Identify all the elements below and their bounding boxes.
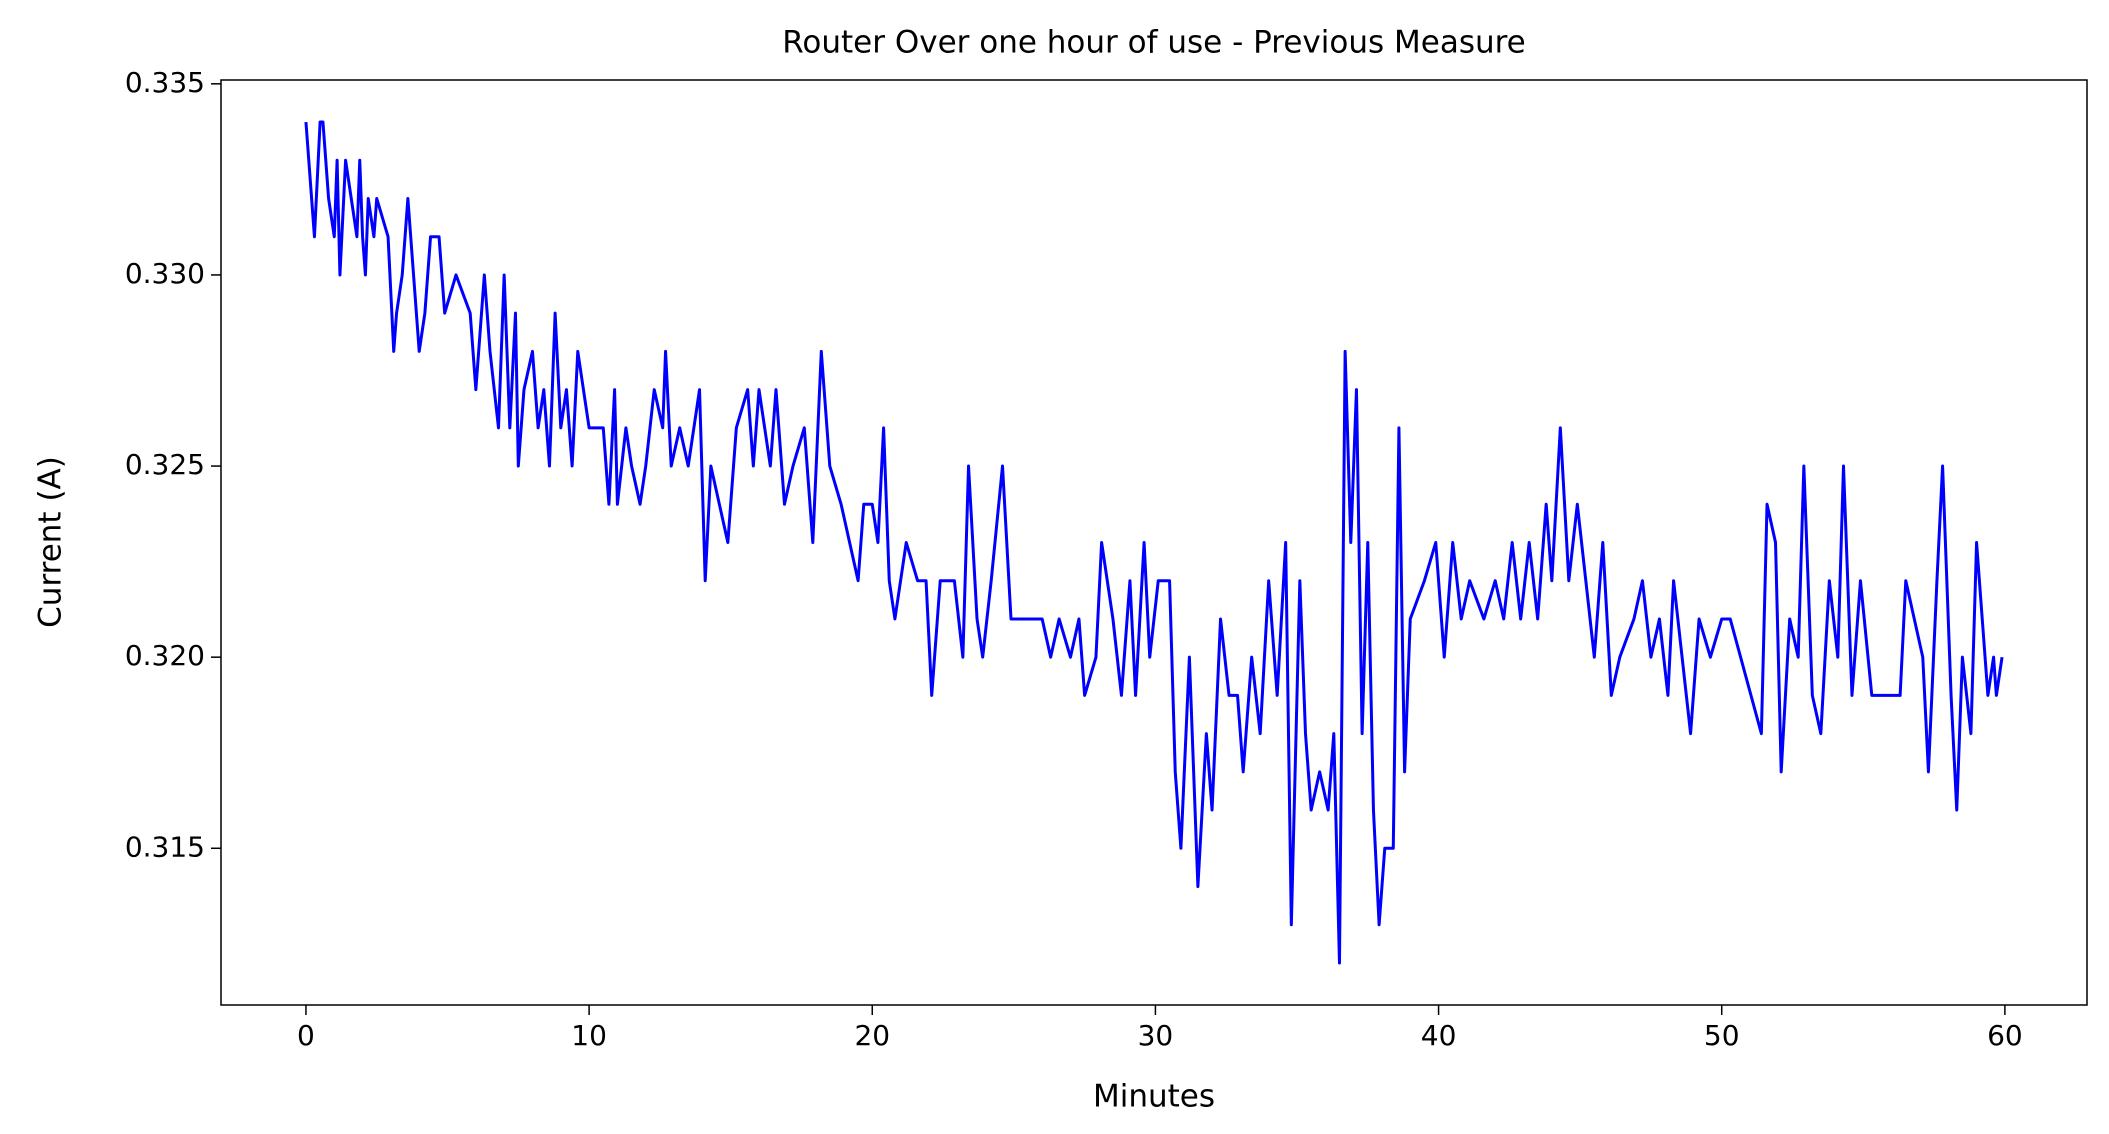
plot-frame <box>220 79 2088 1006</box>
y-tick-label: 0.330 <box>125 257 205 290</box>
y-axis-label: Current (A) <box>33 456 69 628</box>
x-tick-label: 40 <box>1421 1019 1457 1052</box>
y-tick-label: 0.320 <box>125 639 205 672</box>
x-tick-label: 60 <box>1987 1019 2023 1052</box>
y-tick-label: 0.315 <box>125 830 205 863</box>
x-tick-label: 0 <box>297 1019 315 1052</box>
x-axis-label: Minutes <box>1093 1079 1215 1115</box>
chart-title: Router Over one hour of use - Previous M… <box>782 25 1526 61</box>
y-tick-label: 0.325 <box>125 448 205 481</box>
x-tick-label: 20 <box>854 1019 890 1052</box>
data-line <box>304 120 2004 965</box>
y-tick-label: 0.335 <box>125 66 205 99</box>
x-tick-label: 10 <box>571 1019 607 1052</box>
x-tick-label: 50 <box>1704 1019 1740 1052</box>
x-tick-label: 30 <box>1138 1019 1174 1052</box>
